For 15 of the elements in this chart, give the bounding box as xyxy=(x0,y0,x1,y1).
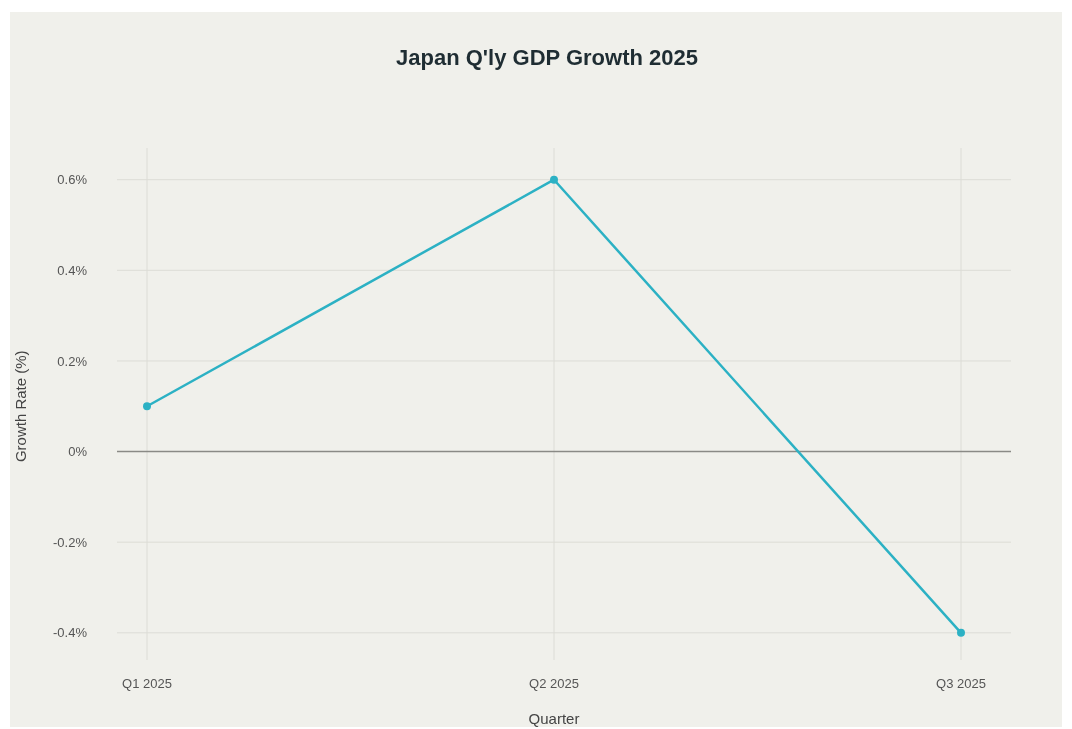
y-tick-label: -0.4% xyxy=(53,625,88,641)
point xyxy=(143,402,151,411)
chart-title: Japan Q'ly GDP Growth 2025 xyxy=(396,45,698,70)
point xyxy=(957,628,965,637)
y-tick-label: -0.2% xyxy=(53,534,88,550)
y-tick-label: 0% xyxy=(68,444,88,460)
x-axis-title: Quarter xyxy=(528,710,580,727)
y-tick-label: 0.4% xyxy=(57,262,88,278)
y-tick-label: 0.6% xyxy=(57,172,88,188)
y-axis-title: Growth Rate (%) xyxy=(12,350,29,463)
x-tick-label: Q3 2025 xyxy=(936,676,986,691)
y-tick-label: 0.2% xyxy=(57,353,88,369)
point xyxy=(550,175,558,184)
x-tick-label: Q1 2025 xyxy=(122,676,172,691)
x-tick-label: Q2 2025 xyxy=(529,676,579,691)
